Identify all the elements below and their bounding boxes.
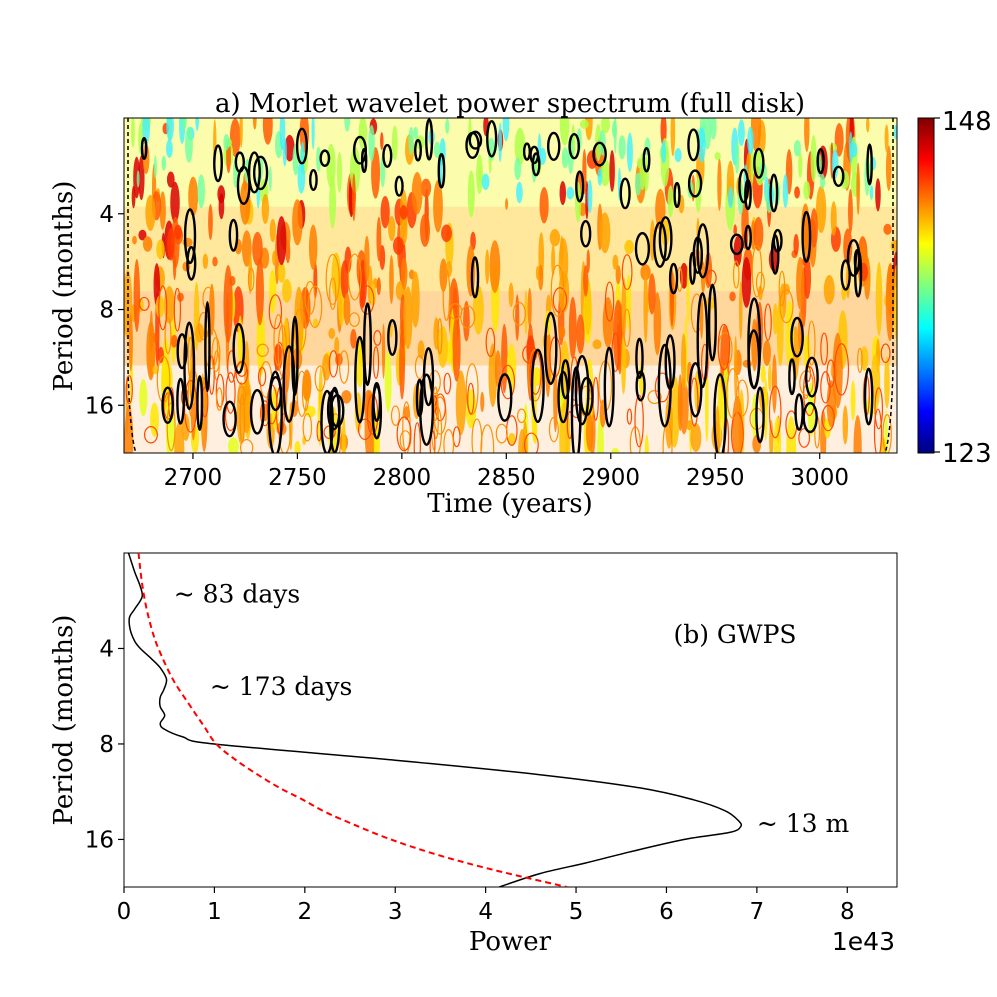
wavelet-y-tick-label: 4 [99, 202, 114, 228]
colorbar-min-label: 123 [942, 439, 992, 469]
wavelet-y-label: Period (months) [49, 181, 79, 392]
gwps-y-tick-label: 4 [99, 636, 114, 662]
colorbar-gradient [917, 117, 935, 454]
gwps-annotation: ~ 173 days [210, 672, 352, 701]
colorbar: 148 123 [917, 107, 992, 469]
gwps-annotations: ~ 83 days ~ 173 days ~ 13 m [174, 579, 850, 838]
wavelet-x-tick-label: 2800 [373, 465, 432, 491]
gwps-x-tick-label: 7 [750, 899, 765, 925]
gwps-x-tick-label: 0 [117, 899, 132, 925]
gwps-x-tick-label: 6 [659, 899, 674, 925]
wavelet-x-tick-label: 2950 [686, 465, 745, 491]
gwps-x-tick-label: 5 [569, 899, 584, 925]
wavelet-y-tick-label: 8 [99, 298, 114, 324]
gwps-x-tick-label: 3 [388, 899, 403, 925]
colorbar-max-label: 148 [942, 107, 992, 137]
wavelet-x-label: Time (years) [427, 489, 593, 519]
gwps-y-tick-label: 8 [99, 732, 114, 758]
wavelet-x-tick-label: 2700 [164, 465, 223, 491]
wavelet-axes: 2700 2750 2800 2850 2900 2950 3000 4 8 16 [85, 202, 849, 491]
gwps-x-tick-label: 1 [207, 899, 222, 925]
gwps-y-tick-label: 16 [85, 827, 114, 853]
gwps-x-tick-label: 8 [840, 899, 855, 925]
significance-contours [140, 118, 874, 453]
wavelet-plot-frame [123, 117, 898, 454]
gwps-x-offset-label: 1e43 [832, 927, 895, 956]
gwps-y-label: Period (months) [49, 615, 79, 826]
wavelet-x-tick-label: 2900 [582, 465, 641, 491]
gwps-x-tick-label: 4 [478, 899, 493, 925]
wavelet-title: a) Morlet wavelet power spectrum (full d… [215, 89, 805, 119]
gwps-annotation: ~ 83 days [174, 579, 301, 608]
gwps-x-tick-label: 2 [297, 899, 312, 925]
wavelet-x-tick-label: 2850 [477, 465, 536, 491]
gwps-plot-frame [123, 552, 898, 888]
gwps-axes: 0 1 2 3 4 5 6 7 8 4 8 16 [85, 636, 855, 925]
significance-line [137, 553, 568, 887]
wavelet-panel: a) Morlet wavelet power spectrum (full d… [49, 89, 992, 519]
cone-of-influence [127, 118, 894, 453]
gwps-legend-label: (b) GWPS [673, 620, 796, 649]
gwps-x-label: Power [469, 927, 552, 957]
wavelet-x-tick-label: 3000 [790, 465, 849, 491]
gwps-series [127, 553, 743, 887]
wavelet-y-tick-label: 16 [85, 393, 114, 419]
wavelet-power-field [124, 118, 897, 453]
gwps-line [127, 553, 743, 887]
wavelet-x-tick-label: 2750 [268, 465, 327, 491]
gwps-annotation: ~ 13 m [757, 809, 850, 838]
